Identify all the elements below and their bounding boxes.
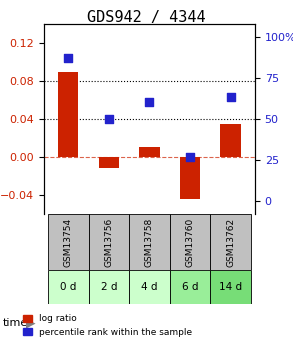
Text: GSM13754: GSM13754 (64, 217, 73, 267)
FancyBboxPatch shape (210, 270, 251, 304)
Text: 4 d: 4 d (141, 282, 158, 292)
Bar (58, 71, 79, 157)
Text: GSM13758: GSM13758 (145, 217, 154, 267)
Text: ▶: ▶ (26, 316, 36, 329)
Point (66, 55, 71, 61)
Text: GSM13762: GSM13762 (226, 217, 235, 267)
Point (188, 154, 192, 159)
FancyBboxPatch shape (48, 270, 88, 304)
Point (107, 116, 111, 122)
FancyBboxPatch shape (88, 270, 129, 304)
FancyBboxPatch shape (129, 270, 170, 304)
Bar (99, 157, 119, 168)
Text: 2 d: 2 d (100, 282, 117, 292)
FancyBboxPatch shape (170, 270, 210, 304)
FancyBboxPatch shape (48, 214, 88, 270)
Point (147, 100, 152, 105)
Legend: log ratio, percentile rank within the sample: log ratio, percentile rank within the sa… (19, 311, 196, 341)
Text: 0 d: 0 d (60, 282, 76, 292)
Text: time: time (3, 318, 28, 327)
Text: GSM13756: GSM13756 (104, 217, 113, 267)
Text: GSM13760: GSM13760 (185, 217, 195, 267)
FancyBboxPatch shape (210, 214, 251, 270)
Bar (220, 124, 241, 157)
Bar (180, 157, 200, 199)
Text: 14 d: 14 d (219, 282, 242, 292)
Text: GDS942 / 4344: GDS942 / 4344 (87, 10, 206, 25)
FancyBboxPatch shape (129, 214, 170, 270)
FancyBboxPatch shape (170, 214, 210, 270)
FancyBboxPatch shape (88, 214, 129, 270)
Bar (139, 147, 160, 157)
Text: 6 d: 6 d (182, 282, 198, 292)
Point (228, 95, 233, 100)
